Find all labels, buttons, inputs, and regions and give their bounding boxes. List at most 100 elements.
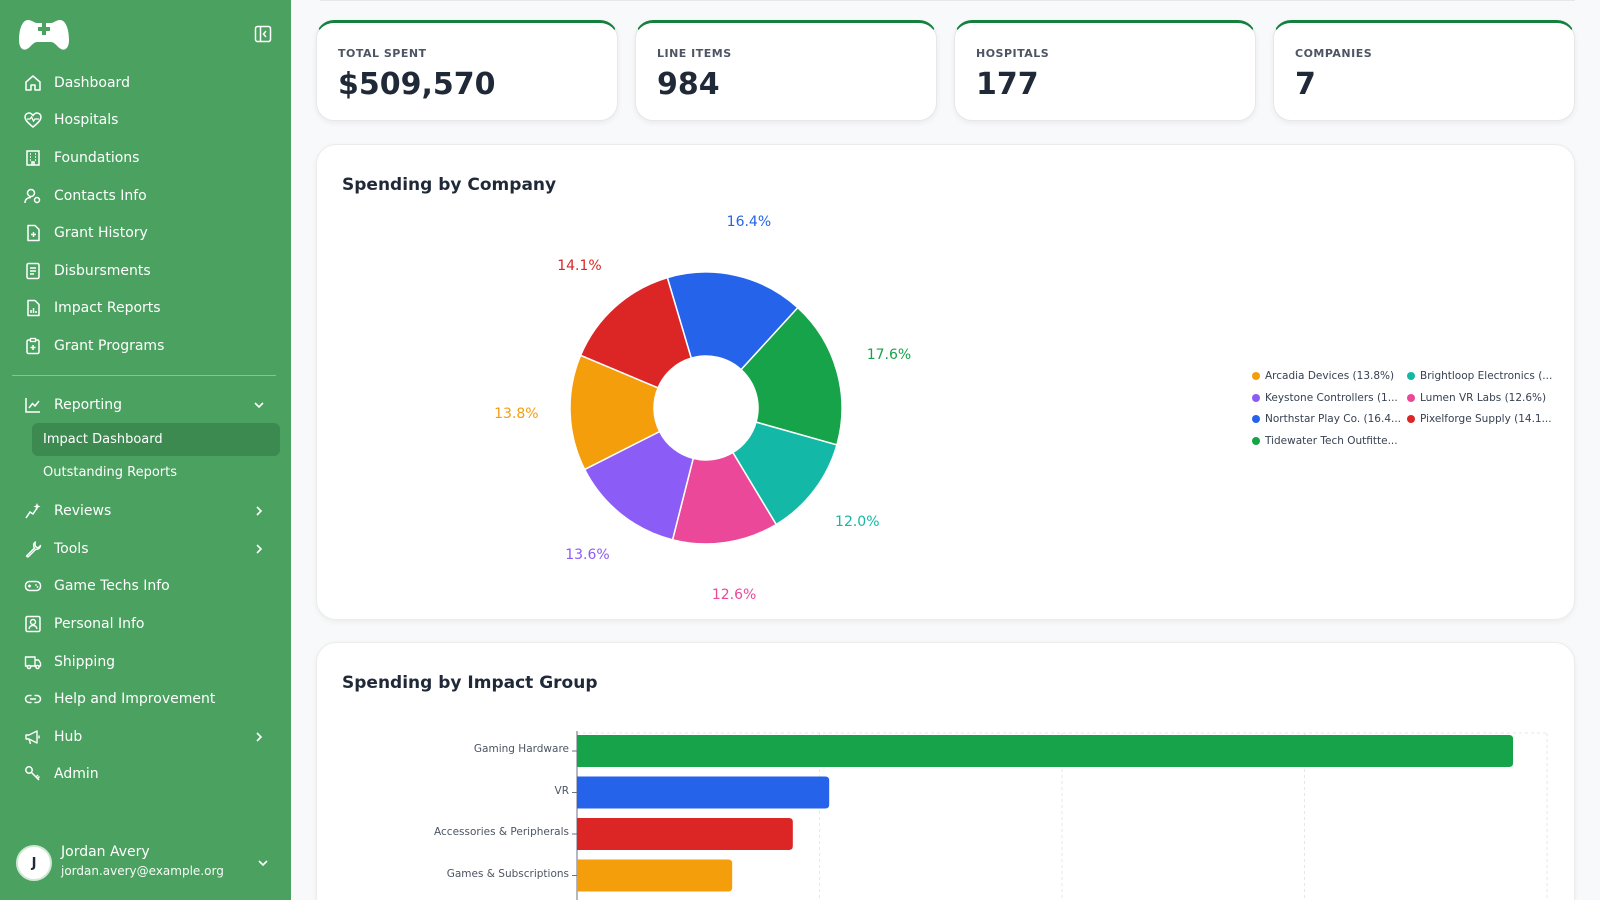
sidebar-item-game-techs-info[interactable]: Game Techs Info xyxy=(12,568,280,606)
sidebar-subitem-outstanding-reports[interactable]: Outstanding Reports xyxy=(32,456,280,489)
wrench-icon xyxy=(25,541,42,558)
legend-label: Northstar Play Co. (16.4... xyxy=(1265,413,1402,425)
legend-item[interactable]: Arcadia Devices (13.8%) xyxy=(1252,370,1394,382)
chevron-down-icon[interactable] xyxy=(256,856,270,870)
sidebar-item-label: Impact Reports xyxy=(54,300,161,317)
stat-value: $509,570 xyxy=(338,67,496,102)
sidebar-item-label: Contacts Info xyxy=(54,187,147,204)
sidebar-item-grant-history[interactable]: Grant History xyxy=(12,214,280,252)
legend-item[interactable]: Lumen VR Labs (12.6%) xyxy=(1407,392,1546,404)
stat-label: COMPANIES xyxy=(1295,47,1373,60)
chevron-down-icon[interactable] xyxy=(252,398,266,412)
sidebar-item-label: Dashboard xyxy=(54,74,130,91)
user-profile[interactable]: J Jordan Avery jordan.avery@example.org xyxy=(16,844,280,884)
sidebar-item-disbursments[interactable]: Disbursments xyxy=(12,252,280,290)
link-icon xyxy=(24,694,42,704)
y-tick-label: Games & Subscriptions xyxy=(446,867,569,880)
bar[interactable] xyxy=(577,818,793,850)
chevron-right-icon[interactable] xyxy=(252,730,266,744)
sidebar-item-tools[interactable]: Tools xyxy=(12,530,280,568)
sidebar-subitem-label: Impact Dashboard xyxy=(43,432,163,448)
sidebar-item-label: Admin xyxy=(54,766,99,783)
sidebar-item-impact-reports[interactable]: Impact Reports xyxy=(12,290,280,328)
legend-label: Lumen VR Labs (12.6%) xyxy=(1420,391,1547,404)
id-card-icon xyxy=(25,615,41,633)
sidebar-item-label: Reporting xyxy=(54,396,123,413)
sidebar-item-label: Personal Info xyxy=(54,615,145,632)
legend-item[interactable]: Northstar Play Co. (16.4... xyxy=(1252,413,1401,425)
user-name: Jordan Avery xyxy=(61,844,150,860)
bar[interactable] xyxy=(577,776,830,809)
sidebar-item-label: Help and Improvement xyxy=(54,691,216,708)
legend-label: Brightloop Electronics (... xyxy=(1420,370,1553,382)
legend-swatch xyxy=(1252,372,1260,380)
sparkle-chart-icon xyxy=(25,503,41,519)
legend-item[interactable]: Tidewater Tech Outfitte... xyxy=(1252,435,1398,447)
line-chart-icon xyxy=(25,397,40,413)
sidebar-divider xyxy=(12,374,276,376)
stat-card-line-items: LINE ITEMS 984 xyxy=(635,20,937,121)
y-tick-label: Gaming Hardware xyxy=(473,743,569,755)
truck-icon xyxy=(24,655,42,669)
sidebar: Dashboard Hospitals Foundations Contacts In… xyxy=(0,0,291,900)
chevron-right-icon[interactable] xyxy=(252,504,266,518)
pie-slice-label: 16.4% xyxy=(726,213,772,230)
admin-icon xyxy=(25,766,41,781)
collapse-sidebar-icon[interactable] xyxy=(254,25,272,43)
pie-slice-label: 17.6% xyxy=(866,346,912,363)
sidebar-item-help-and-improvement[interactable]: Help and Improvement xyxy=(12,680,280,718)
legend-swatch xyxy=(1252,436,1260,445)
stat-label: LINE ITEMS xyxy=(657,47,732,60)
sidebar-item-reviews[interactable]: Reviews xyxy=(12,492,280,530)
stat-card-companies: COMPANIES 7 xyxy=(1273,20,1575,121)
pie-slice-label: 13.6% xyxy=(565,547,610,564)
user-email: jordan.avery@example.org xyxy=(61,864,224,878)
bar[interactable] xyxy=(577,735,1514,767)
spending-by-company-card: Spending by Company 16.4% 17.6% 12.0% 12.6%… xyxy=(316,144,1575,620)
stat-value: 984 xyxy=(657,67,720,102)
gamepad-logo-icon[interactable] xyxy=(18,16,70,52)
spending-by-impact-group-card: Spending by Impact Group Gaming Hardware… xyxy=(316,642,1575,900)
legend-label: Keystone Controllers (1... xyxy=(1265,391,1398,404)
sidebar-item-reporting[interactable]: Reporting xyxy=(12,386,280,424)
bar[interactable] xyxy=(577,859,733,892)
pie-slice[interactable] xyxy=(671,451,778,545)
chart-title: Spending by Impact Group xyxy=(342,673,598,693)
stat-label: TOTAL SPENT xyxy=(338,47,427,60)
legend-item[interactable]: Keystone Controllers (1... xyxy=(1252,392,1398,404)
gamepad-icon xyxy=(24,581,42,592)
chevron-right-icon[interactable] xyxy=(252,542,266,556)
avatar[interactable]: J xyxy=(16,845,52,881)
legend-item[interactable]: Brightloop Electronics (... xyxy=(1407,370,1552,382)
sidebar-item-hospitals[interactable]: Hospitals xyxy=(12,102,280,140)
sidebar-item-personal-info[interactable]: Personal Info xyxy=(12,605,280,643)
user-cog-icon xyxy=(24,188,41,203)
pie-slice[interactable] xyxy=(666,271,799,371)
pie-slice[interactable] xyxy=(579,276,693,389)
legend-swatch xyxy=(1407,393,1415,402)
legend-label: Pixelforge Supply (14.1... xyxy=(1420,413,1552,425)
sidebar-item-contacts-info[interactable]: Contacts Info xyxy=(12,177,280,215)
sidebar-item-dashboard[interactable]: Dashboard xyxy=(12,64,280,102)
legend-label: Arcadia Devices (13.8%) xyxy=(1265,370,1395,382)
pie-slice[interactable] xyxy=(740,306,843,446)
stat-value: 7 xyxy=(1295,67,1316,102)
sidebar-item-label: Game Techs Info xyxy=(54,578,170,595)
sidebar-subitem-impact-dashboard[interactable]: Impact Dashboard xyxy=(32,423,280,457)
sidebar-item-foundations[interactable]: Foundations xyxy=(12,139,280,177)
pie-slice-label: 12.6% xyxy=(711,586,757,603)
home-icon xyxy=(25,75,41,91)
legend-item[interactable]: Pixelforge Supply (14.1... xyxy=(1407,413,1552,425)
sidebar-item-label: Tools xyxy=(54,540,89,557)
sidebar-item-hub[interactable]: Hub xyxy=(12,718,280,756)
pie-slice-label: 12.0% xyxy=(835,514,880,531)
list-file-icon xyxy=(26,262,40,280)
sidebar-item-grant-programs[interactable]: Grant Programs xyxy=(12,327,280,365)
sidebar-nav: Dashboard Hospitals Foundations Contacts In… xyxy=(12,64,280,793)
stat-value: 177 xyxy=(976,67,1039,102)
sidebar-item-label: Grant History xyxy=(54,225,148,242)
sidebar-item-admin[interactable]: Admin xyxy=(12,756,280,794)
chart-title: Spending by Company xyxy=(342,175,557,195)
sidebar-item-shipping[interactable]: Shipping xyxy=(12,643,280,681)
pie-slice[interactable] xyxy=(569,354,661,471)
